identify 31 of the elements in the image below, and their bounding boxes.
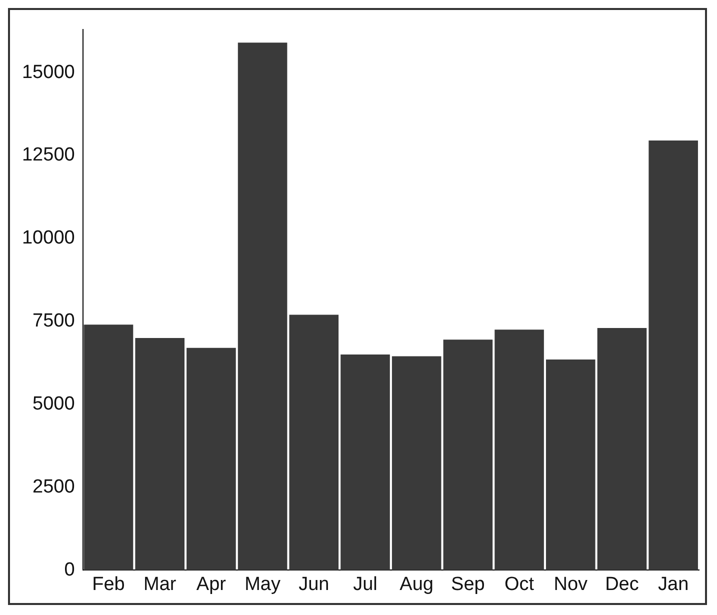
y-tick-label: 0 bbox=[64, 559, 75, 580]
x-tick-label: Sep bbox=[451, 574, 485, 595]
bar bbox=[494, 330, 544, 570]
x-tick-label: Jan bbox=[658, 574, 689, 595]
bar bbox=[289, 314, 339, 570]
y-tick-label: 10000 bbox=[22, 228, 75, 249]
y-tick-label: 7500 bbox=[32, 310, 75, 332]
bar bbox=[135, 338, 184, 570]
bar bbox=[238, 42, 288, 570]
x-tick-label: Nov bbox=[554, 574, 588, 595]
bar bbox=[546, 360, 596, 570]
x-tick-label: Oct bbox=[504, 574, 535, 595]
y-tick-label: 15000 bbox=[22, 62, 75, 83]
y-tick-label: 5000 bbox=[32, 394, 75, 415]
x-tick-label: Dec bbox=[605, 574, 639, 595]
x-tick-label: Aug bbox=[400, 574, 434, 595]
x-tick-label: May bbox=[244, 574, 281, 595]
x-tick-label: Jun bbox=[298, 574, 330, 595]
x-tick-label: Apr bbox=[196, 574, 227, 595]
y-tick-label: 2500 bbox=[32, 476, 75, 498]
bar bbox=[340, 354, 390, 570]
bar bbox=[648, 140, 698, 570]
bar bbox=[84, 324, 134, 570]
bar bbox=[443, 340, 493, 570]
x-tick-label: Jul bbox=[353, 574, 378, 595]
bar bbox=[186, 348, 236, 570]
x-tick-label: Feb bbox=[92, 574, 125, 595]
x-tick-label: Mar bbox=[143, 574, 177, 595]
y-tick-label: 12500 bbox=[22, 144, 75, 166]
bar bbox=[597, 328, 647, 570]
bar bbox=[392, 356, 442, 570]
